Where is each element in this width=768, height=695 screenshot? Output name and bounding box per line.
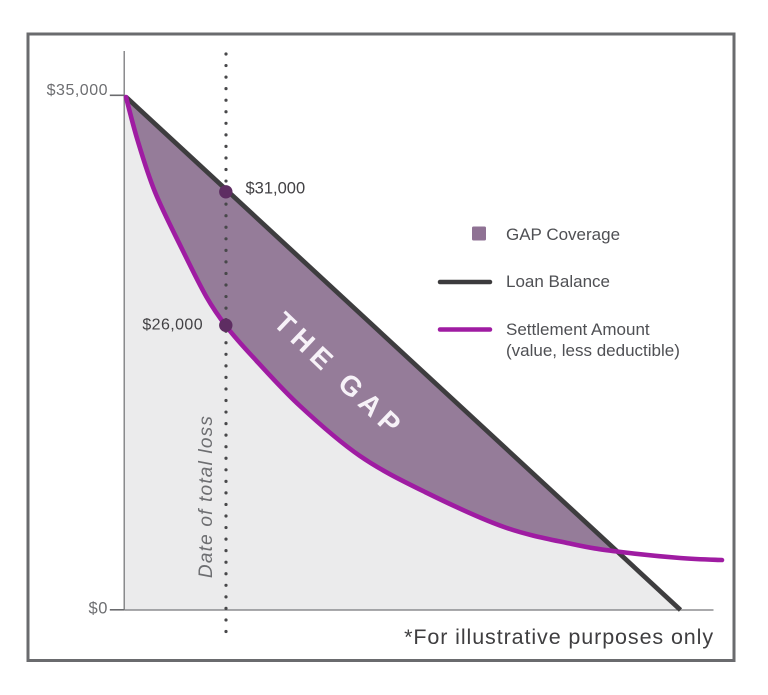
svg-text:$35,000: $35,000 [47, 82, 108, 99]
svg-text:$0: $0 [88, 600, 108, 618]
svg-text:Settlement Amount: Settlement Amount [506, 320, 650, 339]
svg-text:$31,000: $31,000 [246, 180, 306, 198]
svg-text:$26,000: $26,000 [142, 317, 203, 334]
svg-text:GAP Coverage: GAP Coverage [506, 225, 620, 244]
svg-text:(value, less deductible): (value, less deductible) [506, 341, 680, 360]
svg-text:Loan Balance: Loan Balance [506, 272, 610, 291]
svg-text:Date of total loss: Date of total loss [196, 415, 217, 578]
svg-text:*For illustrative purposes onl: *For illustrative purposes only [404, 625, 714, 649]
